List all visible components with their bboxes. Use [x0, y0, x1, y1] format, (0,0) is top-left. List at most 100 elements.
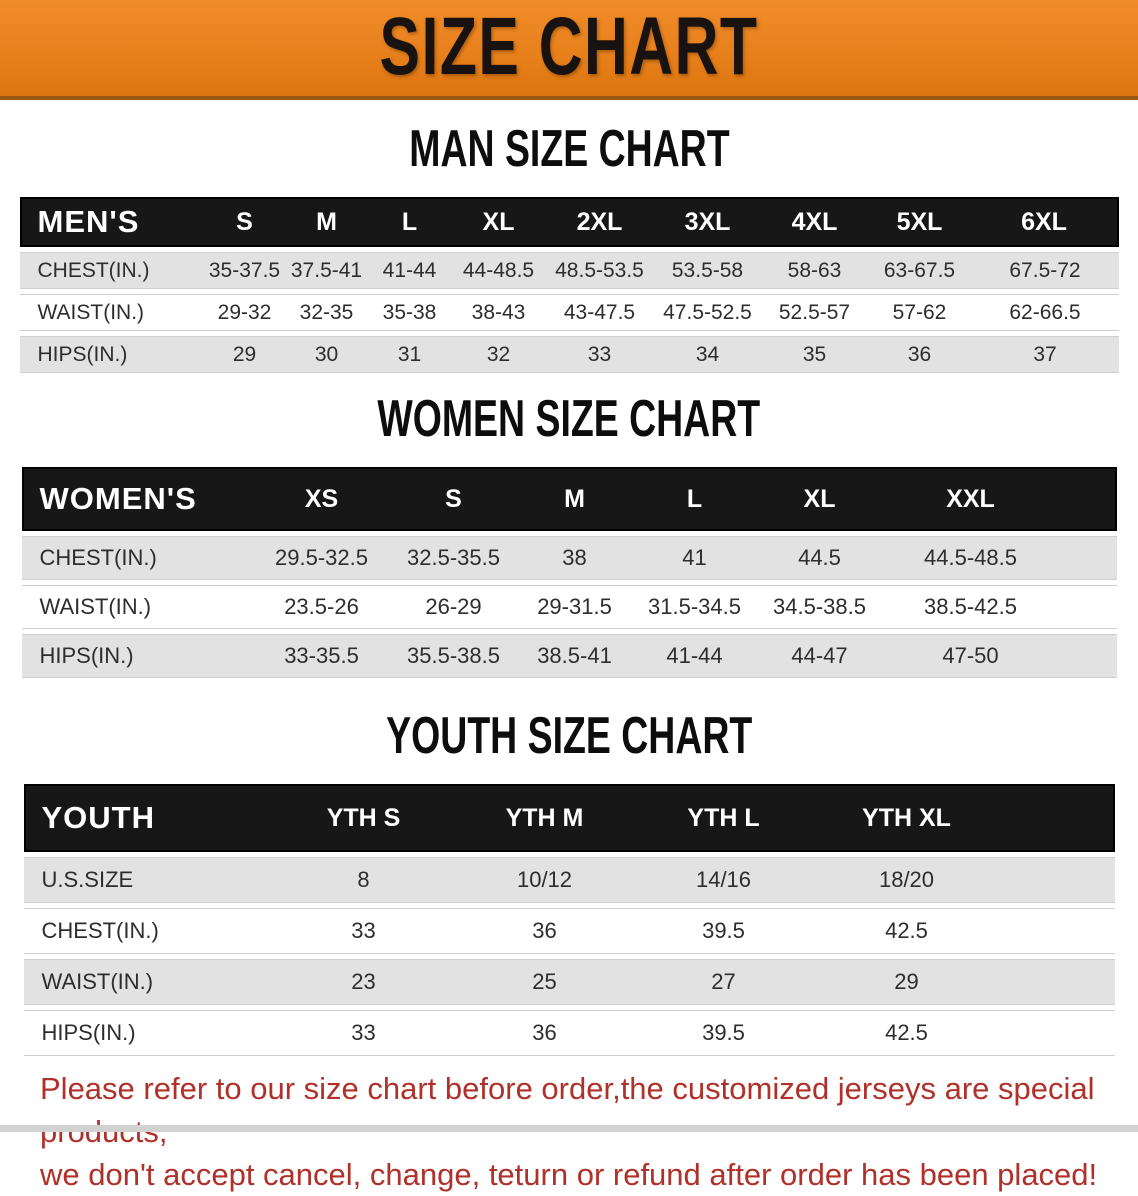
measurement-value: 33: [545, 336, 654, 373]
measurement-value: 47-50: [884, 634, 1057, 678]
measurement-value: 48.5-53.5: [545, 252, 654, 289]
youth-size-table: YOUTH YTH S YTH M YTH L YTH XL U.S.SIZE 8 10/12…: [23, 779, 1115, 1061]
notice-line-2: we don't accept cancel, change, teturn o…: [40, 1157, 1098, 1192]
women-size-table: WOMEN'S XS S M L XL XXL CHEST(IN.) 29.5-32.5 32.5…: [21, 462, 1117, 683]
size-column-header: YTH L: [634, 784, 813, 852]
measurement-label: CHEST(IN.): [21, 536, 251, 580]
measurement-label: WAIST(IN.): [19, 294, 204, 331]
spacer-cell: [1000, 959, 1115, 1005]
youth-section-heading-text: YOUTH SIZE CHART: [385, 707, 753, 765]
spacer-cell: [1000, 1010, 1115, 1056]
measurement-value: 35.5-38.5: [392, 634, 515, 678]
measurement-row: CHEST(IN.) 29.5-32.5 32.5-35.5 38 41 44.5 44.5…: [21, 536, 1117, 580]
size-column-header: S: [203, 197, 286, 247]
size-column-header: 5XL: [867, 197, 972, 247]
measurement-value: 41: [634, 536, 755, 580]
table-title-cell: YOUTH: [23, 784, 273, 852]
measurement-value: 18/20: [812, 857, 1001, 903]
women-section-heading: WOMEN SIZE CHART: [0, 392, 1138, 446]
size-column-header: M: [285, 197, 368, 247]
measurement-value: 32: [451, 336, 546, 373]
measurement-value: 44-48.5: [451, 252, 546, 289]
measurement-row: HIPS(IN.) 33 36 39.5 42.5: [23, 1010, 1115, 1056]
measurement-value: 35-38: [367, 294, 452, 331]
measurement-row: HIPS(IN.) 33-35.5 35.5-38.5 38.5-41 41-44 44-…: [21, 634, 1117, 678]
table-title-cell: MEN'S: [19, 197, 204, 247]
size-column-header: S: [392, 467, 515, 531]
measurement-value: 29: [203, 336, 286, 373]
spacer-cell: [1056, 585, 1117, 629]
measurement-row: U.S.SIZE 8 10/12 14/16 18/20: [23, 857, 1115, 903]
size-header-row: MEN'S S M L XL 2XL 3XL 4XL 5XL 6XL: [19, 197, 1119, 247]
size-chart-banner: SIZE CHART: [0, 0, 1138, 100]
measurement-value: 14/16: [634, 857, 813, 903]
measurement-value: 38.5-42.5: [884, 585, 1057, 629]
size-column-header: YTH M: [454, 784, 635, 852]
spacer-cell: [1056, 536, 1117, 580]
bottom-edge-strip: [0, 1125, 1138, 1132]
measurement-value: 35-37.5: [203, 252, 286, 289]
size-column-header: YTH XL: [812, 784, 1001, 852]
notice-line-1: Please refer to our size chart before or…: [40, 1071, 1095, 1149]
measurement-value: 53.5-58: [653, 252, 762, 289]
measurement-value: 42.5: [812, 908, 1001, 954]
measurement-value: 44-47: [754, 634, 885, 678]
measurement-value: 43-47.5: [545, 294, 654, 331]
measurement-label: WAIST(IN.): [23, 959, 273, 1005]
measurement-value: 57-62: [867, 294, 972, 331]
measurement-label: WAIST(IN.): [21, 585, 251, 629]
measurement-row: WAIST(IN.) 23.5-26 26-29 29-31.5 31.5-34.5 34…: [21, 585, 1117, 629]
size-column-header: XS: [250, 467, 393, 531]
youth-section-heading: YOUTH SIZE CHART: [0, 709, 1138, 763]
men-size-table: MEN'S S M L XL 2XL 3XL 4XL 5XL 6XL CHEST(IN.) 35-37…: [19, 192, 1119, 378]
measurement-value: 27: [634, 959, 813, 1005]
measurement-label: CHEST(IN.): [19, 252, 204, 289]
men-section-heading-text: MAN SIZE CHART: [408, 120, 730, 178]
women-section-heading-text: WOMEN SIZE CHART: [377, 390, 761, 448]
measurement-value: 39.5: [634, 1010, 813, 1056]
measurement-value: 36: [454, 908, 635, 954]
measurement-label: CHEST(IN.): [23, 908, 273, 954]
size-column-header: YTH S: [272, 784, 455, 852]
spacer-cell: [1000, 857, 1115, 903]
measurement-value: 33: [272, 908, 455, 954]
size-column-header: 2XL: [545, 197, 654, 247]
measurement-value: 44.5: [754, 536, 885, 580]
measurement-value: 29-31.5: [514, 585, 635, 629]
spacer-cell: [1056, 634, 1117, 678]
size-column-header: 6XL: [971, 197, 1119, 247]
banner-title: SIZE CHART: [379, 1, 759, 92]
size-header-row: WOMEN'S XS S M L XL XXL: [21, 467, 1117, 531]
measurement-value: 29: [812, 959, 1001, 1005]
spacer-cell: [1056, 467, 1117, 531]
size-column-header: 3XL: [653, 197, 762, 247]
measurement-value: 36: [867, 336, 972, 373]
spacer-cell: [1000, 784, 1115, 852]
measurement-value: 38: [514, 536, 635, 580]
measurement-value: 38.5-41: [514, 634, 635, 678]
measurement-row: CHEST(IN.) 35-37.5 37.5-41 41-44 44-48.5 48.5…: [19, 252, 1119, 289]
size-column-header: 4XL: [761, 197, 868, 247]
measurement-value: 41-44: [634, 634, 755, 678]
measurement-value: 30: [285, 336, 368, 373]
measurement-value: 62-66.5: [971, 294, 1119, 331]
measurement-value: 32.5-35.5: [392, 536, 515, 580]
measurement-value: 42.5: [812, 1010, 1001, 1056]
size-column-header: M: [514, 467, 635, 531]
measurement-value: 31.5-34.5: [634, 585, 755, 629]
measurement-value: 8: [272, 857, 455, 903]
measurement-value: 33-35.5: [250, 634, 393, 678]
size-column-header: L: [367, 197, 452, 247]
measurement-label: HIPS(IN.): [19, 336, 204, 373]
measurement-label: HIPS(IN.): [21, 634, 251, 678]
measurement-value: 33: [272, 1010, 455, 1056]
size-column-header: L: [634, 467, 755, 531]
measurement-value: 31: [367, 336, 452, 373]
measurement-value: 29-32: [203, 294, 286, 331]
men-section-heading: MAN SIZE CHART: [0, 122, 1138, 176]
measurement-value: 10/12: [454, 857, 635, 903]
measurement-value: 63-67.5: [867, 252, 972, 289]
measurement-value: 36: [454, 1010, 635, 1056]
size-column-header: XL: [451, 197, 546, 247]
